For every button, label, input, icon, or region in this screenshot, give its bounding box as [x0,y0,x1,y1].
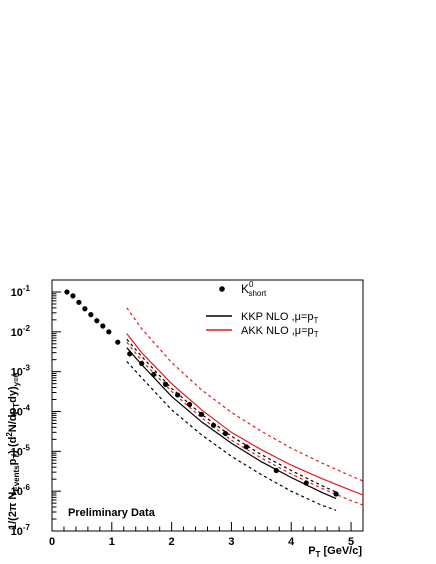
data-point-k0short [100,323,106,329]
data-point-k0short [70,293,76,299]
data-point-k0short [127,351,133,357]
data-point-k0short [76,299,82,305]
x-tick-label: 0 [49,536,55,548]
data-point-k0short [198,411,205,417]
data-point-k0short [163,381,169,387]
y-tick-label: 10-5 [11,443,31,458]
preliminary-annotation: Preliminary Data [68,507,156,519]
data-point-k0short [106,329,112,335]
x-tick-label: 4 [288,536,295,548]
x-tick-label: 1 [109,536,115,548]
data-point-k0short [222,430,229,437]
curves [126,307,364,511]
y-tick-labels: 10-7 10-6 10-5 10-4 10-3 10-2 10-1 [11,284,31,538]
y-axis-title: 1/(2π NEventspT) (d2N/dpTdy)y=0 [5,372,21,530]
data-point-k0short [210,422,217,428]
data-points [64,289,339,497]
data-point-k0short [333,491,339,497]
data-point-k0short [174,392,181,398]
data-point-k0short [88,312,94,318]
legend-marker-k0short [219,286,225,292]
data-point-k0short [82,306,88,312]
x-tick-label: 2 [169,536,175,548]
data-point-k0short [243,444,249,450]
curve-kkp-nlo-scale-band-upper [126,338,337,493]
data-point-k0short [115,339,121,345]
axis-ticks [51,279,364,532]
data-point-k0short [273,467,279,474]
data-point-k0short [139,360,145,367]
y-tick-label: 10-3 [11,364,31,379]
legend-label-akk: AKK NLO ,μ=pT [241,325,319,339]
y-tick-label: 10-2 [11,324,31,339]
curve-kkp-nlo-scale-band-lower [126,361,337,511]
x-tick-label: 3 [228,536,234,548]
legend: K0 short KKP NLO ,μ=pT AKK NLO ,μ=pT [206,280,319,339]
curve-akk-nlo-scale-band-upper [126,307,364,482]
data-point-k0short [151,371,157,378]
y-tick-label: 10-6 [11,483,31,498]
data-point-k0short [303,480,309,486]
y-tick-label: 10-4 [11,403,31,418]
data-point-k0short [94,318,100,324]
x-axis-title: PT [GeV/c] [308,545,362,559]
x-tick-labels: 0 1 2 3 4 5 [49,536,354,548]
data-point-k0short [64,289,70,295]
x-tick-label: 5 [348,536,354,548]
legend-label-kkp: KKP NLO ,μ=pT [241,311,318,325]
y-tick-label: 10-1 [11,284,31,299]
y-tick-label: 10-7 [11,523,31,538]
data-point-k0short [186,401,193,408]
curve-akk-nlo [126,333,364,496]
legend-label-k0short: K0 short [241,280,267,298]
